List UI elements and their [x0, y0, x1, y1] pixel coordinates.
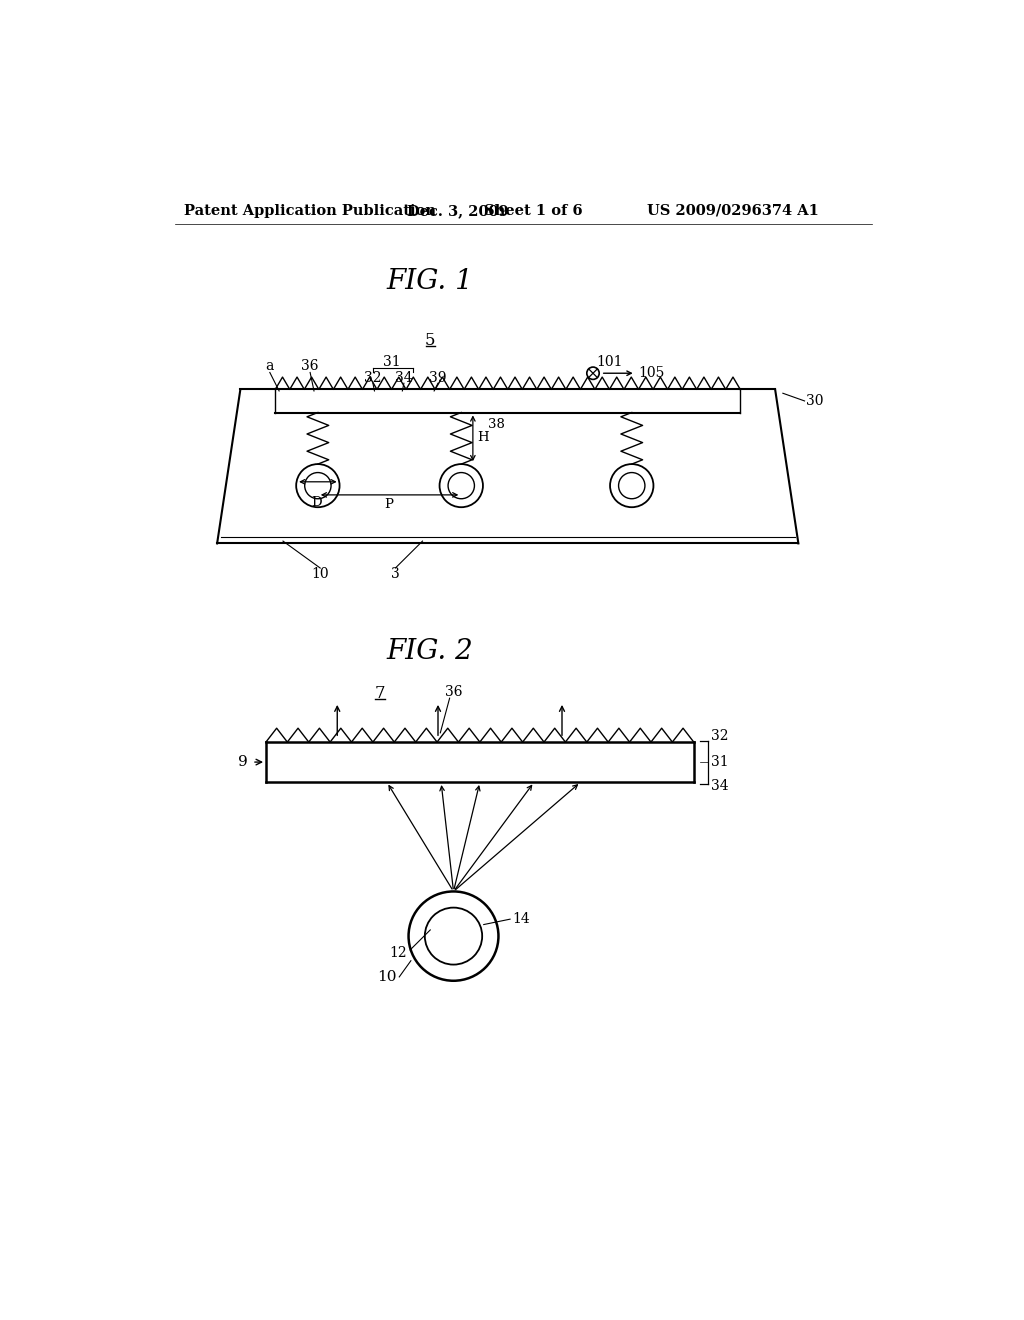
Text: D: D: [311, 496, 322, 510]
Text: 38: 38: [488, 417, 505, 430]
Text: US 2009/0296374 A1: US 2009/0296374 A1: [647, 203, 819, 218]
Text: 32: 32: [711, 729, 728, 743]
Text: FIG. 2: FIG. 2: [387, 638, 474, 665]
Text: 5: 5: [425, 333, 435, 350]
Text: H: H: [477, 432, 488, 445]
Text: 31: 31: [711, 755, 728, 770]
Text: 36: 36: [301, 359, 318, 374]
Text: 101: 101: [596, 355, 623, 370]
Text: 32: 32: [365, 371, 382, 385]
Text: Patent Application Publication: Patent Application Publication: [183, 203, 436, 218]
Text: 10: 10: [311, 568, 329, 581]
Text: 105: 105: [638, 366, 665, 380]
Text: 30: 30: [806, 393, 823, 408]
Text: P: P: [385, 498, 393, 511]
Text: Sheet 1 of 6: Sheet 1 of 6: [484, 203, 583, 218]
Text: a: a: [265, 359, 274, 374]
Text: 36: 36: [444, 685, 462, 700]
Text: 14: 14: [512, 912, 530, 927]
Text: 34: 34: [711, 779, 728, 793]
Text: 7: 7: [375, 685, 385, 702]
Text: FIG. 1: FIG. 1: [387, 268, 474, 296]
Text: 12: 12: [389, 946, 407, 960]
Text: 34: 34: [395, 371, 413, 385]
Text: Dec. 3, 2009: Dec. 3, 2009: [407, 203, 509, 218]
Text: 3: 3: [391, 568, 399, 581]
Text: 10: 10: [378, 970, 397, 983]
Text: 31: 31: [383, 355, 400, 368]
Text: 9: 9: [238, 755, 248, 770]
Text: 39: 39: [429, 371, 446, 385]
